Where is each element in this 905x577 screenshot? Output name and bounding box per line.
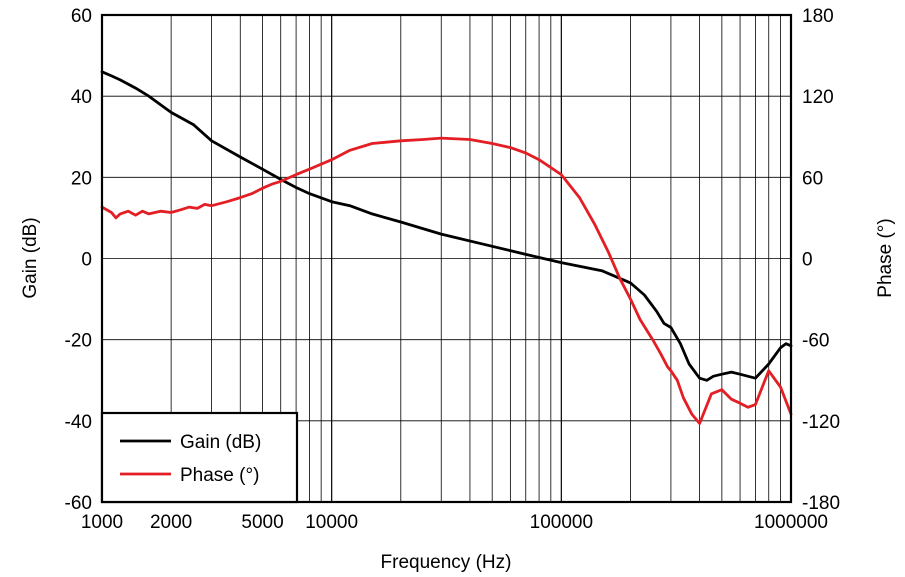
x-tick-label: 5000 (241, 512, 283, 533)
series-layer (100, 70, 793, 425)
grid-lines (102, 15, 791, 502)
y-left-tick-label: -20 (65, 331, 92, 352)
y-left-tick-label: 60 (71, 6, 92, 27)
tick-labels: 1000 2000 5000 10000 100000 1000000 60 40 20 0 -20… (65, 6, 841, 533)
y-left-tick-label: 40 (71, 87, 92, 108)
y-axis-left-title: Gain (dB) (20, 217, 41, 298)
y-right-tick-label: 180 (802, 6, 834, 27)
y-right-tick-label: -60 (802, 331, 829, 352)
x-tick-label: 100000 (530, 512, 593, 533)
x-tick-label: 1000 (81, 512, 123, 533)
y-left-tick-label: 0 (81, 250, 92, 271)
y-right-tick-label: 120 (802, 87, 834, 108)
y-right-tick-label: -180 (802, 493, 840, 514)
y-right-tick-label: 0 (802, 250, 813, 271)
x-tick-label: 2000 (150, 512, 192, 533)
series-line-gain-db (100, 70, 793, 382)
series-line-phase (100, 136, 793, 425)
y-left-tick-label: 20 (71, 168, 92, 189)
y-right-tick-label: 60 (802, 168, 823, 189)
x-axis-title: Frequency (Hz) (381, 552, 512, 573)
y-axis-right-title: Phase (°) (875, 218, 896, 297)
legend: Gain (dB) Phase (°) (100, 411, 299, 504)
legend-label-phase: Phase (°) (180, 465, 259, 486)
legend-box (100, 411, 299, 504)
y-left-tick-label: -40 (65, 412, 92, 433)
x-tick-label: 10000 (305, 512, 358, 533)
y-left-tick-label: -60 (65, 493, 92, 514)
legend-label-gain: Gain (dB) (180, 432, 261, 453)
x-tick-label: 1000000 (754, 512, 828, 533)
y-right-tick-label: -120 (802, 412, 840, 433)
plot-frame (100, 13, 793, 504)
